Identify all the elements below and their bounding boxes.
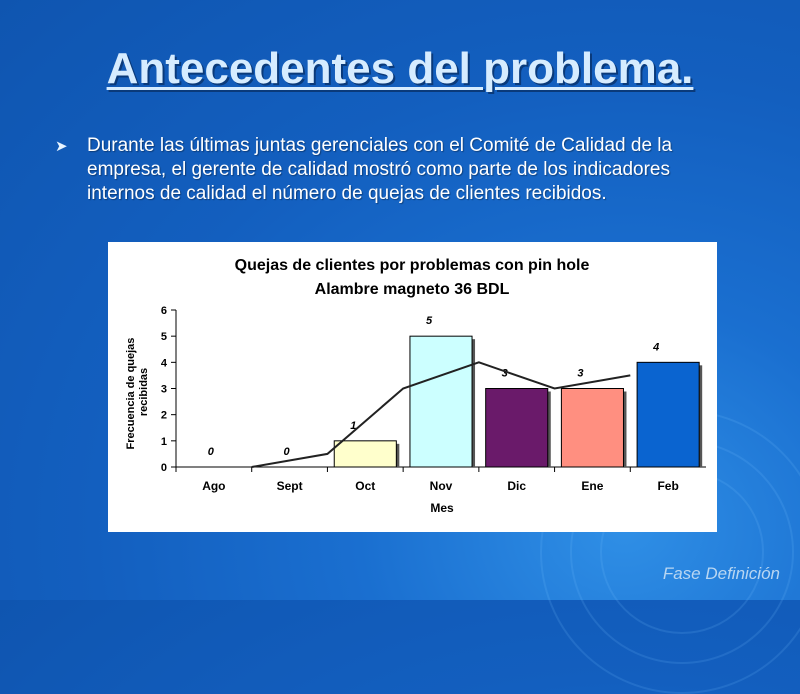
data-label: 1 — [350, 420, 356, 432]
y-tick-label: 4 — [161, 357, 168, 369]
quejas-bar-chart: Quejas de clientes por problemas con pin… — [125, 257, 706, 515]
x-tick-label: Oct — [355, 479, 375, 493]
bar-dic — [485, 388, 549, 468]
slide-title: Antecedentes del problema. — [106, 44, 694, 93]
x-tick-label: Nov — [430, 479, 453, 493]
y-tick-label: 5 — [161, 331, 167, 343]
data-label: 0 — [208, 446, 215, 458]
data-label: 4 — [652, 341, 659, 353]
data-label: 0 — [284, 446, 291, 458]
trend-line — [251, 361, 631, 468]
chart-subtitle: Alambre magneto 36 BDL — [315, 281, 510, 298]
y-tick-label: 0 — [161, 462, 167, 474]
x-tick-label: Sept — [277, 479, 303, 493]
y-tick-label: 2 — [161, 410, 167, 422]
bar-feb — [636, 361, 700, 468]
y-tick-label: 6 — [161, 305, 167, 317]
x-axis-title: Mes — [430, 501, 454, 515]
footer-label: Fase Definición — [662, 564, 780, 583]
bar-oct — [333, 440, 397, 468]
y-axis-title: Frecuencia de quejas recibidas — [125, 335, 150, 450]
bar-ene — [560, 388, 624, 468]
data-label: 5 — [426, 315, 433, 327]
bar-nov — [409, 335, 473, 468]
chart-panel: Quejas de clientes por problemas con pin… — [108, 242, 717, 532]
x-tick-label: Ene — [581, 479, 603, 493]
x-tick-label: Feb — [657, 479, 678, 493]
chart-title: Quejas de clientes por problemas con pin… — [235, 257, 590, 274]
data-label: 3 — [577, 368, 583, 380]
x-tick-label: Dic — [507, 479, 526, 493]
bullet-item: ➤ Durante las últimas juntas gerenciales… — [55, 134, 695, 206]
arrowhead-bullet-icon: ➤ — [55, 138, 68, 155]
y-tick-label: 3 — [161, 384, 167, 396]
data-label: 3 — [502, 368, 508, 380]
y-tick-label: 1 — [161, 436, 167, 448]
x-tick-label: Ago — [202, 479, 225, 493]
bullet-text: Durante las últimas juntas gerenciales c… — [87, 135, 673, 204]
